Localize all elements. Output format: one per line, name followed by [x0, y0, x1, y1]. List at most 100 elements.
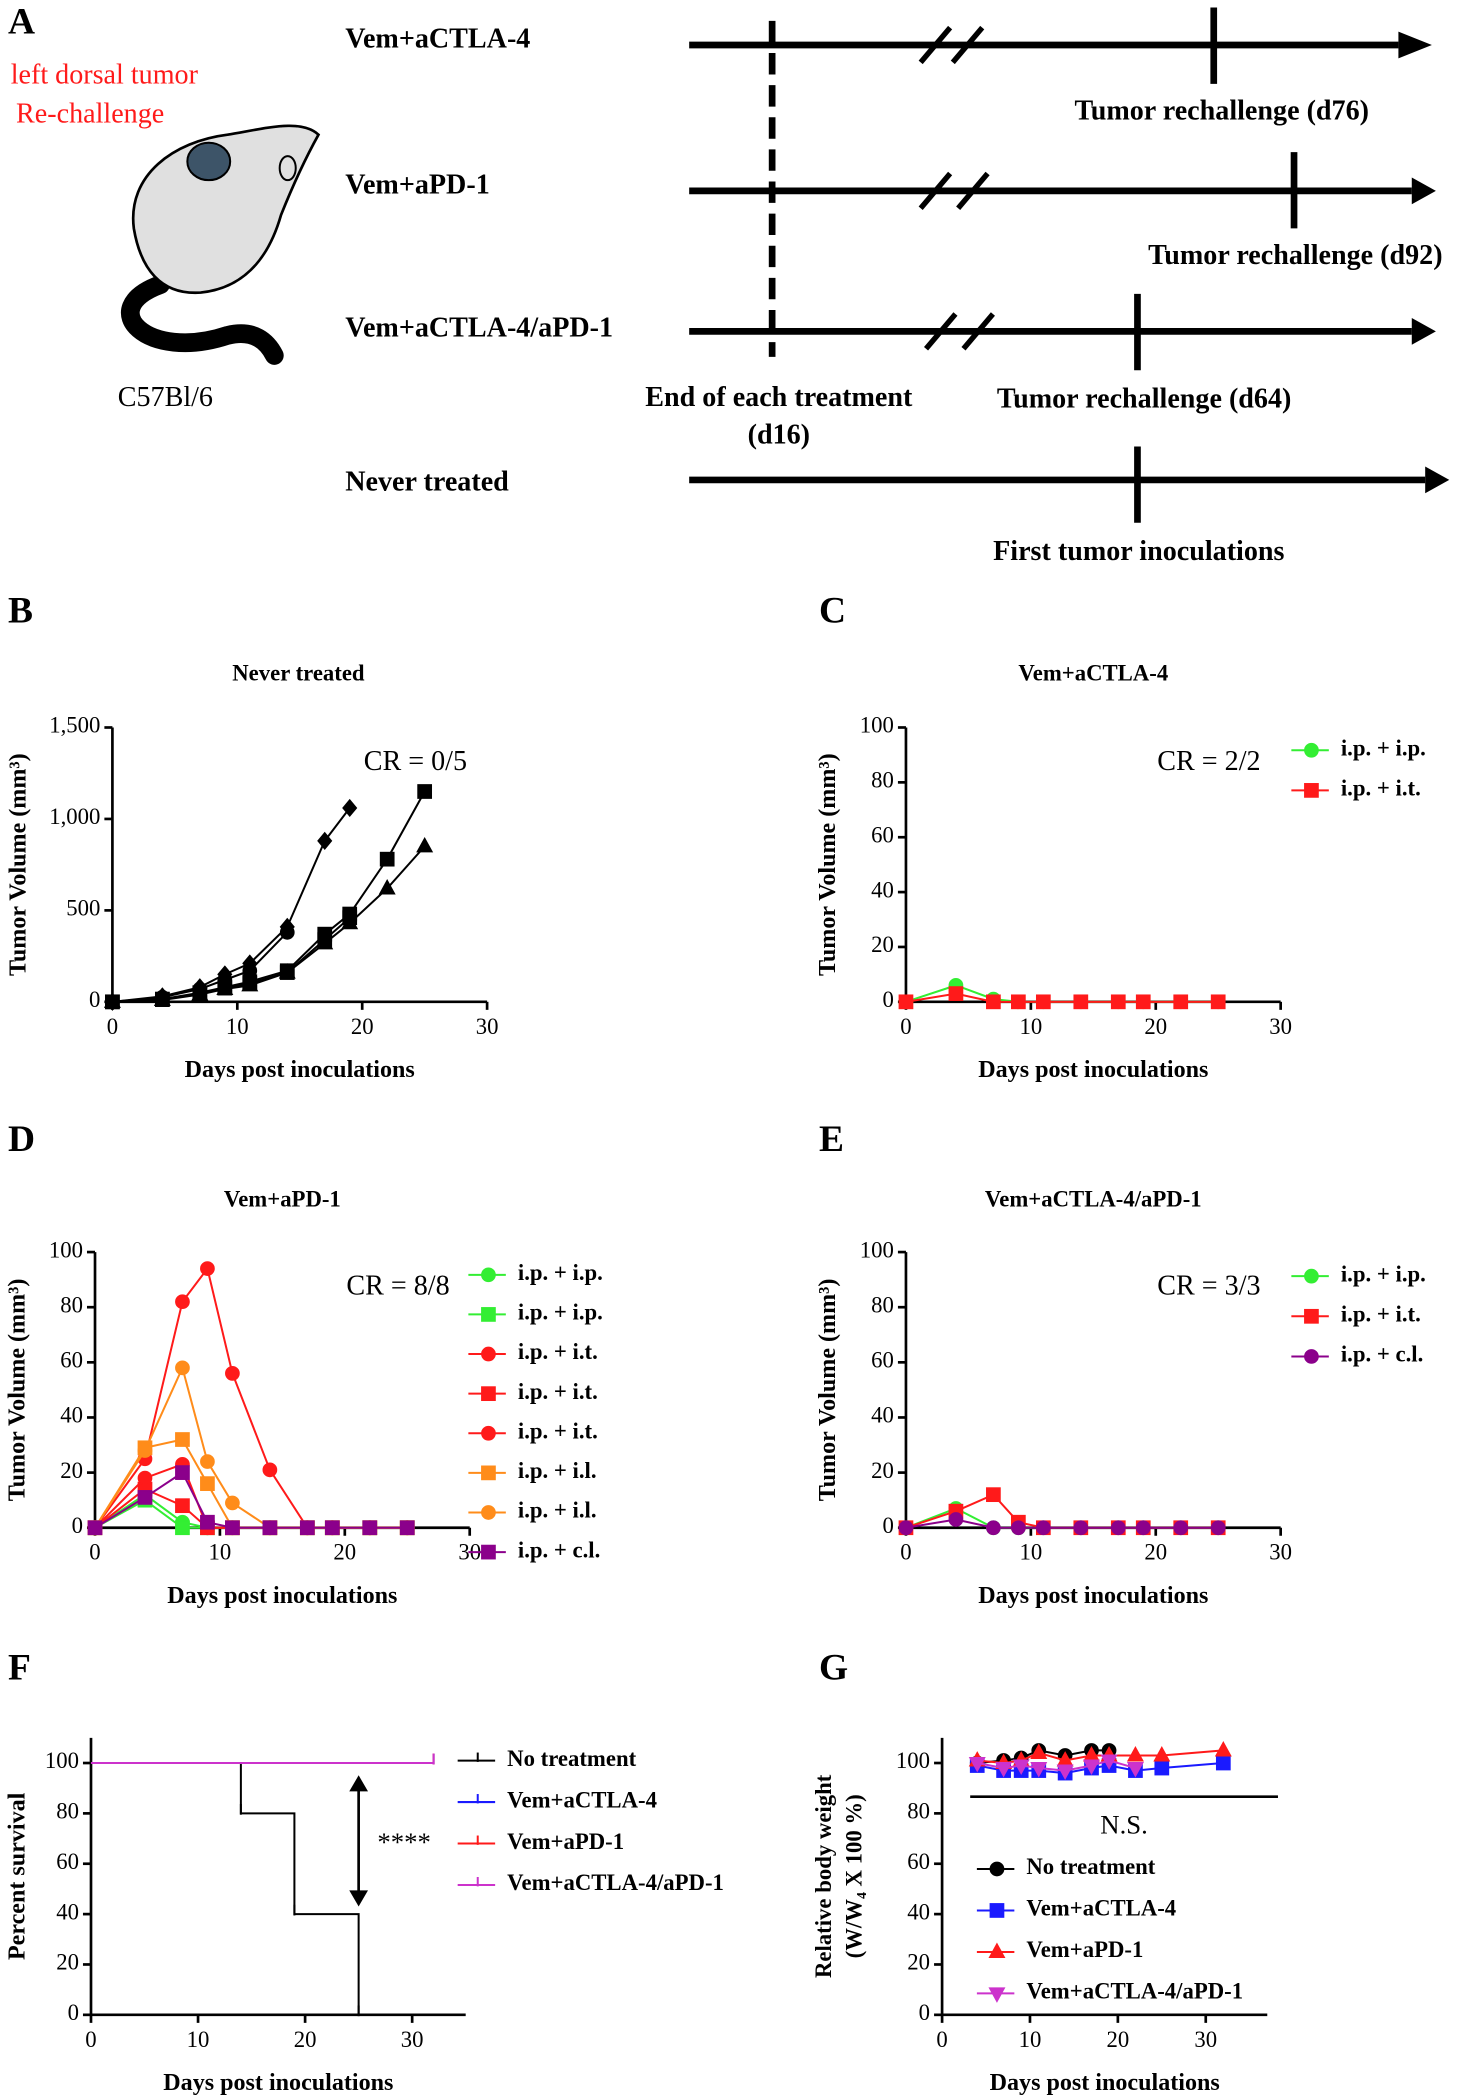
marker	[299, 1520, 315, 1536]
y-tick-label: 20	[56, 1950, 79, 1975]
group-label: Vem+aPD-1	[345, 169, 490, 200]
y-tick-label: 20	[871, 1458, 894, 1483]
series-line	[112, 931, 288, 1003]
series-line	[112, 807, 351, 1003]
legend-label: Vem+aCTLA-4/aPD-1	[507, 1870, 724, 1895]
x-tick-label: 0	[85, 2027, 96, 2052]
marker	[175, 1498, 190, 1514]
x-tick-label: 20	[333, 1540, 356, 1565]
marker	[200, 1514, 215, 1530]
x-tick-label: 0	[900, 1540, 911, 1565]
marker	[1073, 1520, 1089, 1536]
marker	[1030, 1743, 1048, 1759]
y-axis-title: Tumor Volume (mm³)	[815, 1279, 841, 1502]
annotation: CR = 2/2	[1157, 746, 1260, 777]
x-tick-label: 10	[187, 2027, 210, 2052]
series-line	[905, 992, 1219, 1003]
x-axis-title: Days post inoculations	[167, 1583, 397, 1609]
marker	[317, 831, 333, 850]
annotation: CR = 8/8	[346, 1271, 449, 1302]
legend-marker	[1304, 783, 1319, 798]
marker	[362, 1520, 378, 1536]
y-tick-label: 100	[860, 1237, 894, 1262]
marker	[87, 1520, 103, 1536]
legend-label: i.p. + i.t.	[518, 1339, 598, 1364]
marker	[1214, 1741, 1232, 1757]
panel-label: C	[819, 590, 846, 631]
marker	[1210, 1520, 1226, 1536]
y-tick-label: 40	[56, 1899, 79, 1924]
event-label: Tumor rechallenge (d64)	[997, 383, 1291, 414]
legend-marker	[481, 1346, 496, 1362]
legend-marker	[481, 1505, 496, 1520]
marker	[316, 933, 334, 950]
marker	[986, 994, 1001, 1010]
group-label: Never treated	[345, 466, 509, 497]
x-axis-title: Days post inoculations	[990, 2070, 1220, 2096]
marker	[1173, 994, 1189, 1010]
x-tick-label: 30	[1269, 1014, 1292, 1039]
y-tick-label: 40	[907, 1899, 930, 1924]
legend-label: Vem+aCTLA-4/aPD-1	[1026, 1979, 1243, 2004]
mouse-illustration	[121, 124, 321, 365]
marker	[379, 851, 395, 867]
marker	[1135, 994, 1151, 1010]
legend-marker	[1304, 1268, 1319, 1284]
marker	[200, 1454, 215, 1469]
y-tick-label: 80	[56, 1799, 79, 1824]
marker	[1215, 1755, 1231, 1771]
marker	[378, 879, 396, 895]
marker	[986, 1487, 1001, 1503]
y-tick-label: 0	[883, 987, 894, 1012]
y-tick-label: 80	[871, 768, 894, 793]
chart: 0 10 20 30 0 20 40 60 80 100 Days post inoculation…	[4, 1737, 724, 2096]
mouse-note: Re-challenge	[16, 98, 164, 129]
y-tick-label: 0	[68, 2000, 79, 2025]
x-tick-label: 20	[1106, 2027, 1129, 2052]
x-axis-title: Days post inoculations	[163, 2070, 393, 2096]
y-tick-label: 0	[89, 987, 100, 1012]
annotation: N.S.	[1100, 1810, 1148, 1840]
legend-label: i.p. + i.t.	[1341, 776, 1421, 801]
marker	[1126, 1762, 1144, 1778]
legend-marker	[481, 1544, 496, 1560]
marker	[1110, 994, 1126, 1010]
y-axis-title: (W/W₄ X 100 %)	[842, 1794, 867, 1958]
marker	[262, 1520, 278, 1536]
legend-marker	[1304, 1308, 1319, 1324]
marker	[216, 979, 234, 996]
y-tick-label: 0	[919, 2000, 930, 2025]
x-tick-label: 20	[294, 2027, 317, 2052]
chart: 0 10 20 30 0 500 1,000 1,500 Never treated Days p…	[6, 661, 499, 1083]
legend-marker	[989, 1861, 1005, 1877]
y-tick-label: 60	[56, 1849, 79, 1874]
marker	[1035, 1520, 1051, 1536]
marker	[175, 1360, 190, 1376]
y-tick-label: 100	[860, 713, 894, 738]
series-line	[112, 845, 426, 1003]
annotation-arrowhead	[349, 1775, 369, 1792]
treatment-end-label: End of each treatment	[645, 382, 913, 413]
x-tick-label: 0	[107, 1014, 118, 1039]
panel-label: D	[8, 1119, 35, 1160]
marker	[324, 1520, 340, 1536]
marker	[1083, 1759, 1100, 1775]
legend-marker	[481, 1465, 496, 1481]
x-tick-label: 10	[1019, 1540, 1042, 1565]
x-tick-label: 20	[351, 1014, 374, 1039]
y-tick-label: 80	[907, 1799, 930, 1824]
y-tick-label: 100	[45, 1748, 79, 1773]
marker	[995, 1762, 1013, 1778]
y-tick-label: 40	[871, 877, 894, 902]
legend-marker	[989, 1903, 1005, 1918]
x-tick-label: 30	[1194, 2027, 1217, 2052]
legend-label: Vem+aCTLA-4	[1026, 1896, 1176, 1921]
timeline-diagram: Vem+aCTLA-4 Vem+aPD-1 Vem+aCTLA-4/aPD-1 …	[11, 23, 1443, 567]
marker	[1154, 1760, 1170, 1776]
marker	[137, 1443, 153, 1458]
marker	[1030, 1762, 1048, 1778]
panel-label: G	[819, 1648, 848, 1689]
panel-label: E	[819, 1119, 844, 1160]
marker	[200, 1261, 215, 1276]
